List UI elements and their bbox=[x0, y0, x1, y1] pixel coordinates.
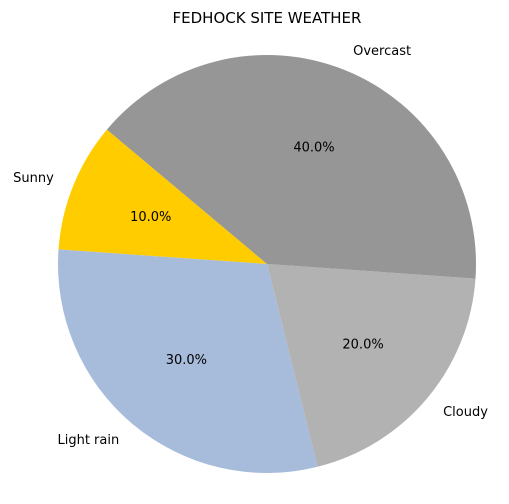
pie-slice-sunny bbox=[58, 129, 268, 264]
pie-labels: Sunny 10.0% Light rain 30.0% Cloudy 20.0% Over… bbox=[13, 44, 488, 448]
pie-slice-overcast bbox=[106, 55, 476, 279]
chart-title: FEDHOCK SITE WEATHER bbox=[173, 9, 362, 27]
slice-label-sunny: Sunny bbox=[13, 171, 54, 186]
slice-label-cloudy: Cloudy bbox=[443, 405, 488, 420]
pie-slice-light-rain bbox=[58, 249, 318, 473]
slice-percent-cloudy: 20.0% bbox=[342, 338, 383, 353]
slice-percent-light-rain: 30.0% bbox=[166, 353, 207, 368]
slice-label-overcast: Overcast bbox=[353, 44, 411, 59]
pie-slice-cloudy bbox=[267, 264, 476, 467]
pie-slices bbox=[58, 55, 476, 473]
slice-label-light-rain: Light rain bbox=[57, 433, 119, 448]
slice-percent-overcast: 40.0% bbox=[293, 141, 334, 156]
slice-percent-sunny: 10.0% bbox=[130, 210, 171, 225]
